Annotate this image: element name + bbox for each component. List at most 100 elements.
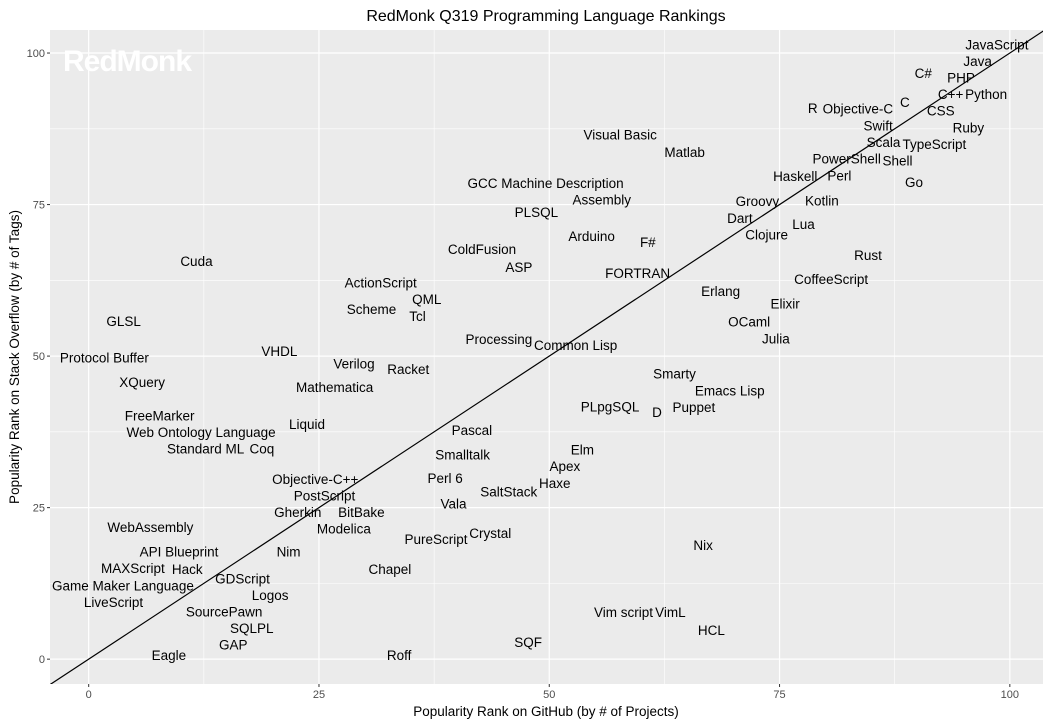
language-label: GAP [219,638,248,653]
language-label: Liquid [289,417,325,432]
language-label: GDScript [215,571,270,586]
language-label: PHP [947,70,975,85]
language-label: Assembly [573,193,632,208]
language-label: FreeMarker [125,408,195,423]
language-label: R [808,101,818,116]
language-label: Coq [249,442,274,457]
y-axis-label: Popularity Rank on Stack Overflow (by # … [7,210,22,504]
language-label: F# [640,235,656,250]
language-label: Visual Basic [584,127,658,142]
language-label: Elm [571,443,594,458]
language-label: FORTRAN [605,266,670,281]
diagonal-reference-line [50,30,1043,684]
language-label: SourcePawn [186,605,263,620]
y-tick-label: 100 [27,48,45,60]
language-label: Roff [387,648,412,663]
language-label: Shell [883,154,913,169]
chart-title: RedMonk Q319 Programming Language Rankin… [366,8,725,25]
language-label: Haxe [539,476,571,491]
language-label: Game Maker Language [52,578,194,593]
language-label: PLpgSQL [581,399,640,414]
language-label: Protocol Buffer [60,350,150,365]
y-tick-label: 25 [33,503,45,515]
language-label: Processing [466,332,533,347]
language-label: Modelica [317,522,372,537]
language-label: Common Lisp [534,338,617,353]
language-label: Swift [863,118,893,133]
language-label: LiveScript [84,595,144,610]
language-label: Vala [440,496,467,511]
x-tick-label: 25 [313,689,325,701]
language-label: Perl 6 [428,471,463,486]
language-label: Matlab [664,145,705,160]
language-label: Go [905,175,923,190]
language-label: Gherkin [274,505,321,520]
language-label: PostScript [294,489,356,504]
language-label: VHDL [261,344,298,359]
language-label: Web Ontology Language [127,425,276,440]
language-label: VimL [655,605,686,620]
language-label: OCaml [728,315,770,330]
language-label: Scheme [347,302,397,317]
language-label: Lua [792,217,815,232]
language-label: Hack [172,562,203,577]
language-label: Kotlin [805,193,839,208]
language-label: ASP [505,260,532,275]
language-label: WebAssembly [107,520,193,535]
x-axis-label: Popularity Rank on GitHub (by # of Proje… [413,704,679,719]
language-label: SQLPL [230,621,274,636]
language-label: Crystal [469,526,511,541]
language-label: GLSL [106,314,141,329]
language-label: API Blueprint [140,544,219,559]
y-tick-label: 0 [39,654,45,666]
language-label: Eagle [152,648,187,663]
language-label: GCC Machine Description [468,176,624,191]
language-label: Tcl [409,309,426,324]
language-label: Cuda [180,254,213,269]
language-label: BitBake [338,505,385,520]
language-label: Verilog [333,356,374,371]
language-label: D [652,405,662,420]
language-label: Ruby [953,120,985,135]
language-label: Julia [762,331,790,346]
language-label: C [900,95,910,110]
x-tick-label: 75 [773,689,785,701]
language-label: TypeScript [903,137,967,152]
language-label: PureScript [404,532,467,547]
language-label: Haskell [773,169,817,184]
language-label: XQuery [119,375,165,390]
language-label: Elixir [770,296,800,311]
language-label: Python [965,87,1007,102]
language-label: Groovy [736,194,780,209]
language-label: Nix [693,538,713,553]
language-label: Dart [727,211,753,226]
language-label: JavaScript [965,37,1028,52]
language-label: Java [963,54,992,69]
language-label: Objective-C++ [272,472,358,487]
y-tick-label: 50 [33,351,45,363]
language-label: Chapel [369,562,412,577]
language-label: Puppet [672,400,715,415]
language-label: ColdFusion [448,242,516,257]
language-label: Racket [387,362,429,377]
language-label: Pascal [452,423,493,438]
x-tick-label: 0 [86,689,92,701]
redmonk-watermark: RedMonk [63,45,192,78]
language-label: Nim [277,544,301,559]
language-label: SQF [514,635,542,650]
language-label: Standard ML [167,441,245,456]
language-label: Logos [252,588,289,603]
language-label: Scala [867,135,901,150]
language-label: Smarty [653,367,696,382]
y-tick-label: 75 [33,200,45,212]
language-label: Mathematica [296,380,374,395]
language-label: Objective-C [823,102,894,117]
language-label: CoffeeScript [794,272,868,287]
language-label: Emacs Lisp [695,383,765,398]
language-label: PLSQL [515,205,559,220]
language-label: QML [412,292,442,307]
x-tick-label: 50 [543,689,555,701]
language-label: ActionScript [345,276,417,291]
